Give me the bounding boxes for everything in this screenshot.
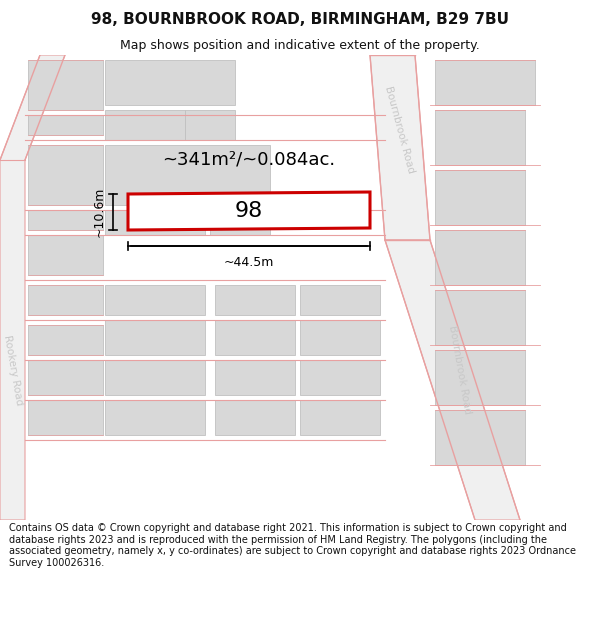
Bar: [435, 60, 535, 105]
Bar: [435, 170, 525, 225]
Text: Bournbrook Road: Bournbrook Road: [447, 325, 473, 415]
Bar: [28, 210, 103, 230]
Bar: [28, 400, 103, 435]
Text: Bournbrook Road: Bournbrook Road: [383, 85, 416, 175]
Bar: [28, 285, 103, 315]
Text: Map shows position and indicative extent of the property.: Map shows position and indicative extent…: [120, 39, 480, 51]
Bar: [215, 285, 295, 315]
Bar: [435, 230, 525, 285]
Bar: [300, 400, 380, 435]
Bar: [105, 210, 205, 235]
Polygon shape: [370, 55, 430, 240]
Bar: [105, 145, 270, 205]
Bar: [105, 400, 205, 435]
Bar: [300, 285, 380, 315]
Bar: [105, 320, 205, 355]
Bar: [28, 360, 103, 395]
Bar: [28, 235, 103, 275]
Bar: [28, 60, 103, 110]
Bar: [28, 145, 103, 205]
Text: 98, BOURNBROOK ROAD, BIRMINGHAM, B29 7BU: 98, BOURNBROOK ROAD, BIRMINGHAM, B29 7BU: [91, 12, 509, 27]
Bar: [435, 110, 525, 165]
Bar: [28, 115, 103, 135]
Text: ~341m²/~0.084ac.: ~341m²/~0.084ac.: [163, 151, 335, 169]
Bar: [435, 290, 525, 345]
Text: Rookery Road: Rookery Road: [2, 334, 24, 406]
Text: 98: 98: [235, 201, 263, 221]
Bar: [300, 320, 380, 355]
Polygon shape: [128, 192, 370, 230]
Bar: [435, 350, 525, 405]
Polygon shape: [0, 55, 65, 520]
Bar: [435, 410, 525, 465]
Bar: [210, 210, 270, 235]
Bar: [215, 320, 295, 355]
Text: ~44.5m: ~44.5m: [224, 256, 274, 269]
Bar: [300, 360, 380, 395]
Bar: [105, 110, 185, 140]
Bar: [105, 285, 205, 315]
Text: Contains OS data © Crown copyright and database right 2021. This information is : Contains OS data © Crown copyright and d…: [9, 523, 576, 568]
Bar: [215, 400, 295, 435]
Text: ~10.6m: ~10.6m: [93, 187, 106, 237]
Bar: [215, 360, 295, 395]
Bar: [28, 325, 103, 355]
Bar: [105, 60, 235, 105]
Bar: [105, 360, 205, 395]
Bar: [185, 110, 235, 140]
Polygon shape: [385, 240, 520, 520]
